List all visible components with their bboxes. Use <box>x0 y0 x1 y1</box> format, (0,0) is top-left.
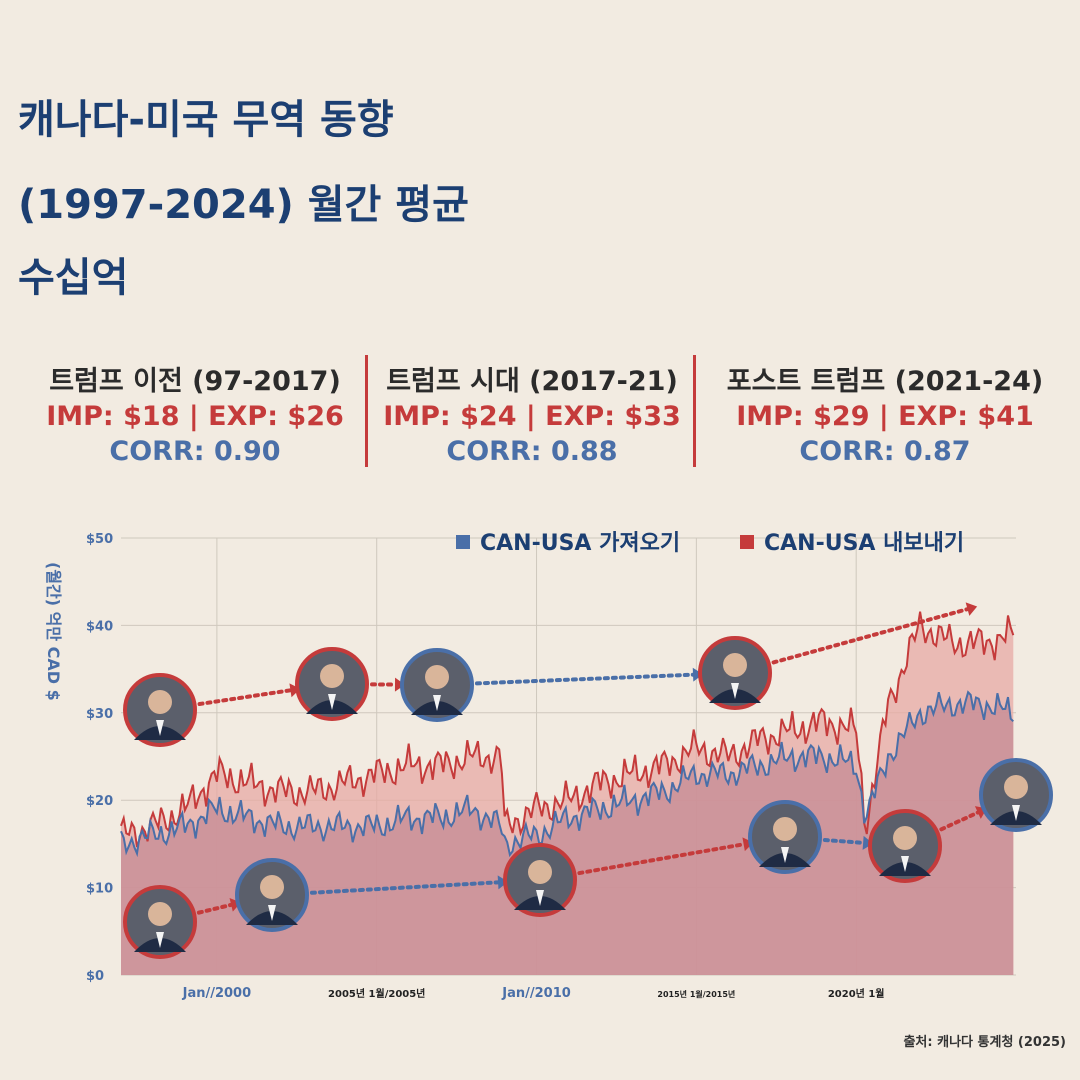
chart-legend: CAN-USA 가져오기 CAN-USA 내보내기 <box>456 531 964 556</box>
portrait-head <box>148 902 172 926</box>
y-tick-label: $0 <box>86 969 104 984</box>
portrait-shirt <box>901 856 909 872</box>
portrait-head <box>148 690 172 714</box>
era-values: IMP: $18 | EXP: $26 <box>46 401 344 432</box>
y-tick-label: $50 <box>86 532 113 547</box>
portrait-head <box>1004 775 1028 799</box>
y-tick-label: $30 <box>86 707 113 722</box>
y-axis-label: (월간) 억만 CAD $ <box>44 562 63 701</box>
leader-arrow <box>939 810 980 832</box>
leader-arrow-head <box>497 875 509 890</box>
leader-arrow <box>309 880 501 895</box>
portrait-shirt <box>781 847 789 863</box>
x-tick-label: 2020년 1월 <box>828 987 885 1000</box>
page-title-line2: (1997-2024) 월간 평균 <box>18 182 469 228</box>
leader-portrait-icon <box>123 673 197 747</box>
portrait-head <box>320 664 344 688</box>
exports-line <box>120 611 1015 848</box>
portrait-head <box>893 826 917 850</box>
x-tick-label: 2005년 1월/2005년 <box>328 987 425 1000</box>
page-title-line1: 캐나다-미국 무역 동향 <box>18 97 394 143</box>
legend-swatch <box>740 535 754 549</box>
leader-arrow-head <box>742 837 754 852</box>
legend-label: CAN-USA 내보내기 <box>764 531 964 556</box>
leader-arrow <box>196 902 234 915</box>
era-pre-trump: 트럼프 이전 (97-2017) IMP: $18 | EXP: $26 COR… <box>20 368 370 465</box>
y-axis-ticks: $0 $10 $20 $30 $40 $50 <box>86 532 113 984</box>
leader-portrait-icon <box>123 885 197 959</box>
portrait-shirt <box>156 932 164 948</box>
era-values: IMP: $24 | EXP: $33 <box>383 401 681 432</box>
y-tick-label: $40 <box>86 619 113 634</box>
leader-arrow-head <box>862 835 874 850</box>
imports-area <box>121 692 1014 975</box>
leader-arrow-head <box>289 683 301 698</box>
portrait-shirt <box>433 695 441 711</box>
era-divider <box>365 355 368 467</box>
era-trump: 트럼프 시대 (2017-21) IMP: $24 | EXP: $33 COR… <box>372 368 692 465</box>
portrait-shirt <box>731 683 739 699</box>
era-name: 트럼프 이전 (97-2017) <box>49 366 341 397</box>
y-axis-title: (월간) 억만 CAD $ <box>44 562 63 701</box>
era-post-trump: 포스트 트럼프 (2021-24) IMP: $29 | EXP: $41 CO… <box>700 368 1070 465</box>
leader-portrait-icon <box>979 758 1053 832</box>
leader-portrait-icon <box>748 800 822 874</box>
era-name: 트럼프 시대 (2017-21) <box>386 366 678 397</box>
leader-arrow <box>577 842 746 876</box>
source-note: 출처: 캐나다 통계청 (2025) <box>903 1035 1066 1050</box>
era-values: IMP: $29 | EXP: $41 <box>736 401 1034 432</box>
legend-label: CAN-USA 가져오기 <box>480 531 680 556</box>
portrait-head <box>773 817 797 841</box>
leader-portrait-icon <box>868 809 942 883</box>
leader-portrait-icon <box>295 647 369 721</box>
era-correlation: CORR: 0.87 <box>799 436 971 467</box>
portrait-head <box>723 653 747 677</box>
imports-line <box>120 690 1014 858</box>
leader-portrait-icon <box>400 648 474 722</box>
leader-arrow <box>197 688 293 707</box>
portrait-head <box>425 665 449 689</box>
portrait-shirt <box>328 694 336 710</box>
era-divider <box>693 355 696 467</box>
portrait-shirt <box>536 890 544 906</box>
leader-portrait-icon <box>235 858 309 932</box>
page-title-line3: 수십억 <box>18 255 129 301</box>
portrait-shirt <box>268 905 276 921</box>
era-name: 포스트 트럼프 (2021-24) <box>726 366 1044 397</box>
leader-arrow <box>822 837 866 845</box>
trade-chart: $0 $10 $20 $30 $40 $50 Jan//2000 2005년 1월/2005… <box>44 531 1053 1001</box>
leader-portrait-icon <box>503 843 577 917</box>
era-correlation: CORR: 0.90 <box>109 436 281 467</box>
y-tick-label: $10 <box>86 882 113 897</box>
portrait-shirt <box>1012 805 1020 821</box>
leader-arrow-head <box>692 667 704 682</box>
portrait-head <box>260 875 284 899</box>
leader-arrow <box>474 672 696 686</box>
chart-areas <box>120 611 1015 975</box>
leader-arrow-head <box>965 602 978 616</box>
legend-swatch <box>456 535 470 549</box>
x-tick-label: Jan//2010 <box>501 986 571 1001</box>
era-correlation: CORR: 0.88 <box>446 436 618 467</box>
leader-portrait-icon <box>698 636 772 710</box>
x-tick-label: 2015년 1월/2015년 <box>657 989 735 999</box>
y-tick-label: $20 <box>86 794 113 809</box>
x-axis-ticks: Jan//2000 2005년 1월/2005년 Jan//2010 2015년 1월… <box>182 986 885 1001</box>
x-tick-label: Jan//2000 <box>182 986 252 1001</box>
leader-portraits <box>123 636 1053 959</box>
leader-arrow <box>771 607 970 665</box>
leader-arrow-head <box>394 677 406 692</box>
portrait-head <box>528 860 552 884</box>
portrait-shirt <box>156 720 164 736</box>
